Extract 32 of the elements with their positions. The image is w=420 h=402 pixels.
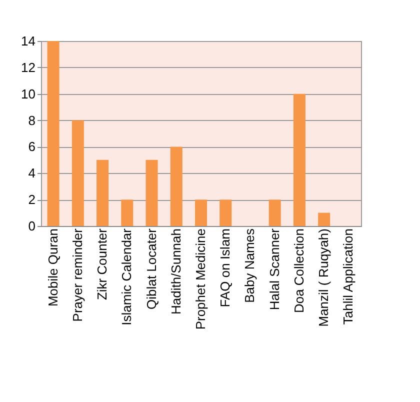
x-tick-label: Doa Collection (291, 228, 306, 314)
x-tick-label: Baby Names (242, 228, 258, 303)
bar (220, 200, 232, 226)
y-tick-label: 8 (28, 112, 36, 128)
bar (96, 160, 109, 226)
bar (121, 200, 134, 226)
x-tick-label: Islamic Calendar (119, 228, 134, 326)
y-tick-label: 6 (28, 139, 36, 154)
x-tick-label: Prayer reminder (70, 228, 85, 322)
y-tick-label: 0 (28, 218, 36, 234)
bar (72, 120, 84, 226)
x-tick-label: Prophet Medicine (193, 228, 208, 330)
y-tick-label: 10 (21, 86, 36, 102)
x-tick-label: Qiblat Locater (144, 228, 159, 310)
x-tick-label: Mobile Quran (45, 228, 60, 307)
y-tick-label: 2 (28, 192, 36, 208)
bar (318, 212, 330, 226)
bar (195, 200, 207, 226)
y-tick-label: 12 (21, 60, 36, 75)
bar (268, 200, 281, 226)
x-tick-label: Zikr Counter (94, 228, 110, 300)
x-tick-label: Hadith/Sunnah (168, 228, 184, 315)
bar (170, 146, 182, 226)
bar (47, 41, 60, 226)
y-tick-label: 4 (28, 166, 36, 181)
bar (293, 94, 306, 226)
bar (146, 160, 158, 226)
x-tick-label: Tahlil Application (340, 228, 356, 325)
x-tick-label: Halal Scanner (266, 228, 282, 310)
x-tick-label: Manzil ( Ruqyah) (316, 228, 332, 327)
x-tick-label: FAQ on Islam (218, 228, 233, 308)
y-tick-label: 14 (21, 34, 36, 48)
